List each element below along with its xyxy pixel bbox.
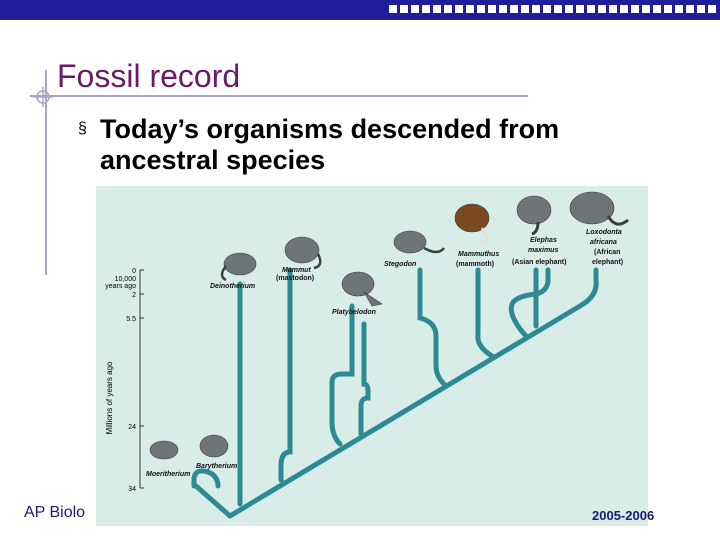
bullet-text: Today’s organisms descended from ancestr… bbox=[100, 114, 560, 175]
label-barytherium: Barytherium bbox=[196, 463, 237, 470]
phylogeny-svg: 0 10,000 years ago 2 5.5 24 34 Millions … bbox=[105, 191, 629, 519]
tick-label-5-5: 5.5 bbox=[126, 316, 136, 323]
label-mammuthus: Mammuthus bbox=[458, 251, 499, 258]
label-mastodon: (mastodon) bbox=[276, 275, 314, 282]
tick-label-0: 0 bbox=[132, 268, 136, 275]
slide-title: Fossil record bbox=[57, 58, 241, 94]
axis-label: Millions of years ago bbox=[105, 361, 114, 434]
moeritherium-icon bbox=[149, 440, 179, 460]
footer-course: AP Biolo bbox=[24, 504, 86, 521]
label-mammut: Mammut bbox=[282, 267, 311, 274]
tick-label-10000: 10,000 bbox=[115, 276, 137, 283]
title-underline bbox=[30, 95, 528, 97]
label-platybelodon: Platybelodon bbox=[332, 309, 376, 316]
label-mammoth: (mammoth) bbox=[456, 261, 494, 268]
label-moeritherium: Moeritherium bbox=[146, 471, 190, 478]
tick-label-years-ago: years ago bbox=[105, 283, 136, 290]
stegodon-icon bbox=[393, 230, 445, 254]
footer-year: 2005-2006 bbox=[592, 508, 655, 523]
elephant-phylogeny-figure: 0 10,000 years ago 2 5.5 24 34 Millions … bbox=[96, 186, 648, 526]
top-banner bbox=[0, 0, 720, 20]
phylogeny-branches bbox=[191, 267, 599, 519]
mammuthus-icon bbox=[454, 203, 490, 244]
label-deinotherium: Deinotherium bbox=[210, 283, 255, 290]
label-loxodonta: Loxodonta bbox=[586, 229, 622, 236]
vertical-rule bbox=[45, 70, 47, 275]
loxodonta-icon bbox=[569, 191, 629, 226]
taxa-illustrations bbox=[149, 191, 629, 460]
label-african: (African bbox=[594, 249, 620, 256]
tick-label-24: 24 bbox=[128, 424, 136, 431]
label-stegodon: Stegodon bbox=[384, 261, 416, 268]
label-maximus: maximus bbox=[528, 247, 558, 254]
tick-label-2: 2 bbox=[132, 292, 136, 299]
platybelodon-icon bbox=[341, 271, 383, 307]
tick-label-34: 34 bbox=[128, 486, 136, 493]
bullet-icon: § bbox=[78, 120, 87, 137]
label-elephas: Elephas bbox=[530, 237, 557, 244]
mammut-icon bbox=[284, 236, 322, 270]
banner-squares bbox=[389, 5, 716, 13]
label-asian-elephant: (Asian elephant) bbox=[512, 259, 566, 266]
crosshair-icon bbox=[33, 87, 53, 107]
label-africana: africana bbox=[590, 239, 617, 246]
taxa-labels: Deinotherium Mammut (mastodon) Platybelo… bbox=[146, 229, 623, 478]
label-elephant: elephant) bbox=[592, 259, 623, 266]
deinotherium-icon bbox=[220, 252, 257, 282]
barytherium-icon bbox=[199, 434, 229, 458]
elephas-icon bbox=[516, 195, 552, 236]
